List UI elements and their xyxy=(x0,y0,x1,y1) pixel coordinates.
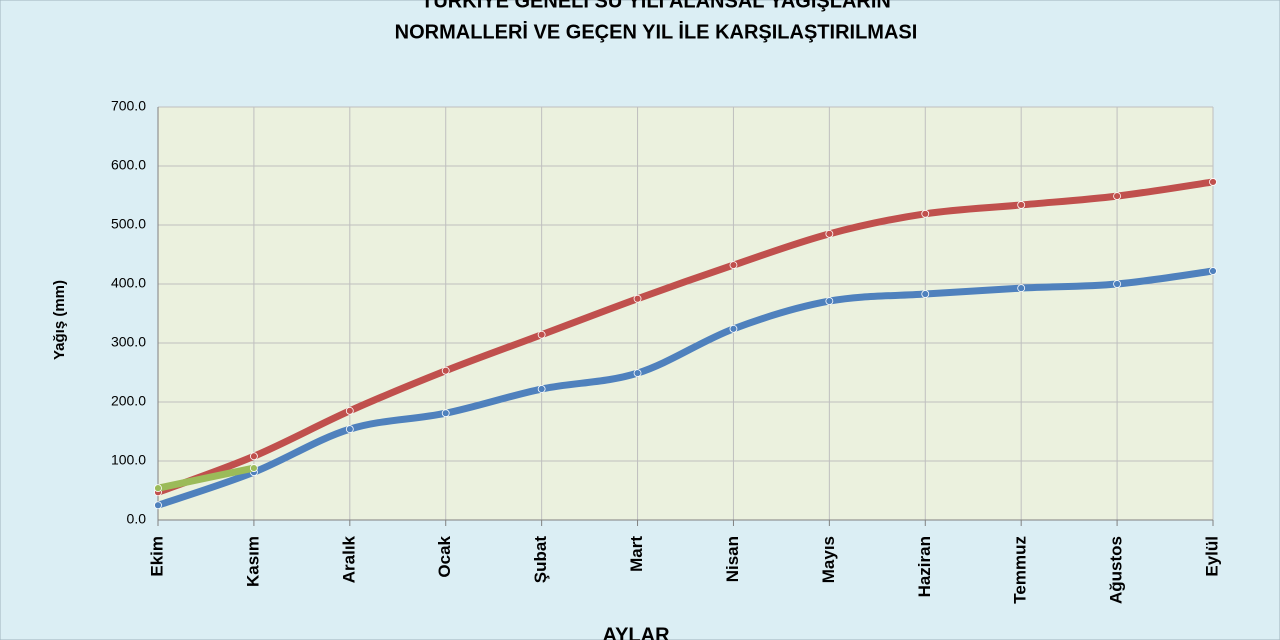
point xyxy=(633,369,642,377)
point xyxy=(633,294,642,303)
y-axis-title: Yağış (mm) xyxy=(51,280,68,360)
point xyxy=(441,409,450,418)
x-tick-label: Aralık xyxy=(339,535,358,583)
point xyxy=(729,324,738,333)
y-tick-label: 0.0 xyxy=(127,511,147,527)
y-tick-label: 200.0 xyxy=(111,393,146,409)
point xyxy=(921,290,930,298)
x-tick-label: Şubat xyxy=(531,536,550,584)
point xyxy=(1113,280,1121,288)
point xyxy=(537,385,546,393)
point xyxy=(1209,178,1217,186)
x-tick-label: Ocak xyxy=(435,535,454,577)
y-tick-label: 300.0 xyxy=(111,334,146,350)
point xyxy=(345,406,354,415)
y-tick-label: 400.0 xyxy=(111,275,146,291)
x-tick-label: Kasım xyxy=(243,536,262,587)
point xyxy=(250,464,258,472)
y-tick-label: 100.0 xyxy=(111,452,146,468)
x-tick-label: Ağustos xyxy=(1107,536,1126,604)
point xyxy=(921,209,930,218)
x-tick-label: Mayıs xyxy=(819,536,838,583)
point xyxy=(154,501,162,510)
point xyxy=(1017,284,1026,293)
point xyxy=(250,452,258,461)
point xyxy=(537,330,546,339)
x-tick-label: Nisan xyxy=(723,536,742,582)
x-tick-label: Ekim xyxy=(147,536,166,577)
point xyxy=(1017,201,1026,209)
x-tick-label: Haziran xyxy=(915,536,934,597)
x-tick-label: Eylül xyxy=(1202,536,1221,577)
point xyxy=(825,297,834,306)
plot-area xyxy=(158,107,1213,520)
point xyxy=(825,229,834,238)
y-tick-label: 700.0 xyxy=(111,98,146,114)
chart-title: TÜRKİYE GENELİ SU YILI ALANSAL YAĞIŞLARI… xyxy=(421,0,891,12)
x-axis-title: AYLAR xyxy=(602,624,670,640)
point xyxy=(1113,192,1121,200)
y-tick-label: 600.0 xyxy=(111,157,146,173)
point xyxy=(441,366,450,375)
chart-subtitle: NORMALLERİ VE GEÇEN YIL İLE KARŞILAŞTIRI… xyxy=(395,20,918,43)
series-line xyxy=(154,464,258,492)
point xyxy=(154,484,162,493)
point xyxy=(345,425,354,434)
x-tick-label: Temmuz xyxy=(1011,536,1030,604)
point xyxy=(1209,267,1217,275)
x-tick-label: Mart xyxy=(627,536,646,572)
y-tick-label: 500.0 xyxy=(111,216,146,232)
point xyxy=(729,261,738,270)
